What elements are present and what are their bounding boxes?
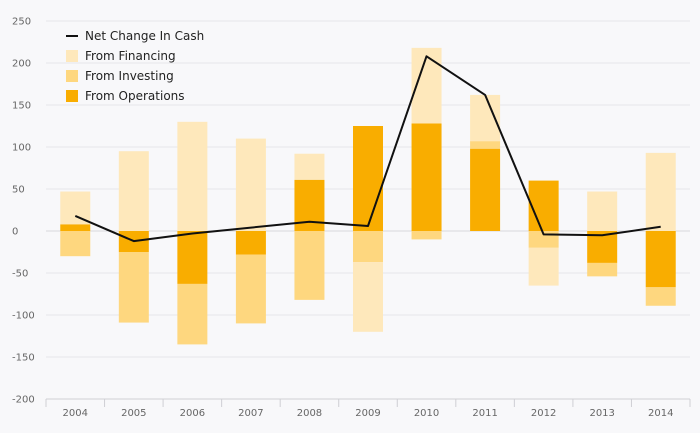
y-tick-label: 50	[12, 185, 25, 196]
x-tick-label: 2013	[589, 408, 614, 419]
bar-from-investing-2006	[177, 283, 208, 345]
x-tick-label: 2009	[355, 408, 380, 419]
legend-swatch-from-operations	[66, 90, 78, 102]
x-tick-label: 2005	[121, 408, 146, 419]
legend-label-from-financing: From Financing	[85, 49, 176, 63]
legend-label-net-change-in-cash: Net Change In Cash	[85, 29, 204, 43]
bar-from-investing-2011	[470, 141, 501, 149]
y-tick-label: -100	[12, 311, 35, 322]
y-tick-label: 200	[12, 59, 31, 70]
y-tick-label: 100	[12, 143, 31, 154]
y-tick-label: -150	[12, 353, 35, 364]
bar-from-investing-2010	[411, 231, 442, 240]
y-tick-label: 150	[12, 101, 31, 112]
x-tick-label: 2014	[648, 408, 673, 419]
bar-from-operations-2004	[60, 224, 91, 231]
legend-swatch-from-investing	[66, 70, 78, 82]
bar-from-operations-2010	[411, 123, 442, 231]
bar-from-operations-2013	[587, 231, 618, 263]
bar-from-investing-2013	[587, 262, 618, 277]
y-tick-label: 0	[12, 227, 18, 238]
bar-from-financing-2009	[353, 262, 383, 332]
bars	[60, 47, 676, 345]
y-axis: -200 -150 -100 -50 0 50 100 150 200 250	[12, 17, 35, 406]
x-tick-label: 2010	[414, 408, 439, 419]
x-tick-label: 2006	[180, 408, 205, 419]
x-tick-label: 2008	[297, 408, 322, 419]
bar-from-operations-2014	[645, 231, 676, 288]
net-change-line	[74, 55, 661, 243]
x-tick-label: 2004	[63, 408, 88, 419]
bar-from-financing-2013	[587, 191, 618, 231]
net-change-line-layer	[74, 55, 661, 243]
legend: Net Change In Cash From Financing From Inv…	[66, 29, 204, 103]
bar-from-investing-2007	[235, 254, 266, 324]
bar-from-investing-2014	[645, 287, 676, 306]
bar-from-financing-2004	[60, 191, 91, 225]
x-tick-label: 2012	[531, 408, 556, 419]
x-tick-label: 2007	[238, 408, 263, 419]
bar-from-financing-2012	[528, 247, 559, 286]
y-tick-label: -50	[12, 269, 28, 280]
bar-from-investing-2005	[118, 252, 149, 323]
bar-from-financing-2007	[235, 138, 266, 231]
bar-from-financing-2005	[118, 151, 149, 231]
legend-label-from-investing: From Investing	[85, 69, 174, 83]
legend-swatch-from-financing	[66, 50, 78, 62]
bar-from-financing-2006	[177, 121, 208, 231]
y-tick-label: -200	[12, 395, 35, 406]
bar-from-operations-2007	[235, 231, 266, 255]
bar-from-financing-2014	[645, 152, 676, 231]
bar-from-operations-2011	[470, 148, 501, 231]
bar-from-operations-2012	[528, 180, 559, 231]
bar-from-investing-2009	[353, 231, 383, 263]
bar-from-operations-2009	[353, 126, 383, 231]
bar-from-investing-2008	[294, 231, 325, 300]
bar-from-investing-2004	[60, 231, 91, 257]
x-axis: 2004 2005 2006 2007 2008 2009 2010 2011 2012 2013…	[45, 398, 691, 419]
bar-from-operations-2006	[177, 231, 208, 284]
bar-from-financing-2008	[294, 153, 325, 180]
y-tick-label: 250	[12, 17, 31, 28]
x-tick-label: 2011	[472, 408, 497, 419]
legend-label-from-operations: From Operations	[85, 89, 185, 103]
